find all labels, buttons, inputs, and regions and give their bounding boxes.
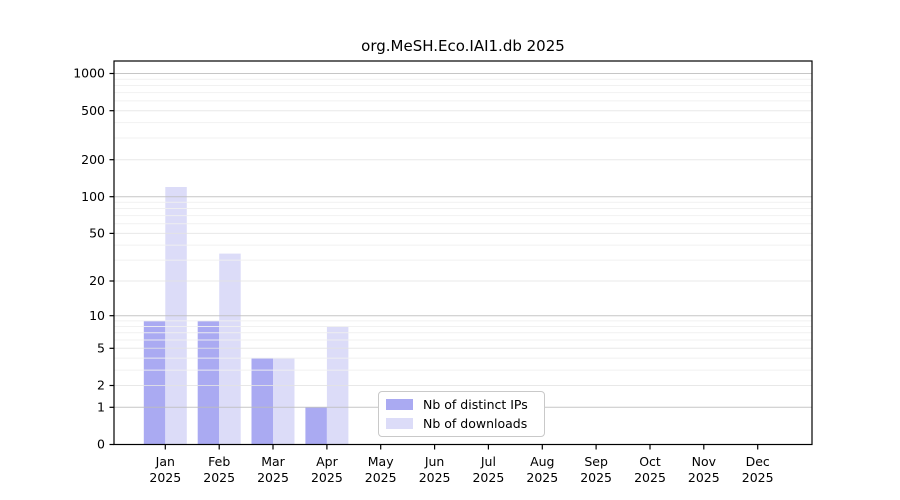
x-tick-label-month-jan: Jan [155,454,175,469]
x-tick-label-year-sep: 2025 [580,470,612,485]
legend-swatch-downloads-icon [386,418,413,429]
x-tick-label-year-may: 2025 [365,470,397,485]
bar-jan-distinct-ips [143,320,166,445]
axes-layer: 01251020501002005001000Jan2025Feb2025Mar… [73,60,813,485]
bar-feb-downloads [219,253,241,445]
x-tick-label-year-jan: 2025 [149,470,181,485]
legend-label-distinct-ips: Nb of distinct IPs [423,397,528,412]
x-tick-label-month-aug: Aug [530,454,554,469]
x-tick-label-month-jun: Jun [424,454,445,469]
x-tick-label-month-sep: Sep [584,454,608,469]
x-tick-label-year-dec: 2025 [742,470,774,485]
x-tick-label-month-jul: Jul [480,454,496,469]
y-tick-label-50: 50 [89,226,105,241]
x-tick-label-year-aug: 2025 [526,470,558,485]
x-tick-label-month-feb: Feb [208,454,230,469]
y-tick-label-200: 200 [81,152,105,167]
x-tick-label-year-apr: 2025 [311,470,343,485]
y-tick-label-2: 2 [97,378,105,393]
grid-layer [114,73,812,408]
legend-swatch-distinct-ips-icon [386,399,413,410]
x-tick-label-year-oct: 2025 [634,470,666,485]
chart-title: org.MeSH.Eco.IAI1.db 2025 [361,37,565,55]
legend-label-downloads: Nb of downloads [423,416,528,431]
x-tick-label-month-dec: Dec [746,454,770,469]
legend-item-distinct-ips: Nb of distinct IPs [386,397,544,412]
y-tick-label-0: 0 [97,437,105,452]
plot-border [113,60,813,446]
y-tick-label-20: 20 [89,273,105,288]
bar-apr-distinct-ips [305,407,327,445]
y-tick-label-1: 1 [97,400,105,415]
x-tick-label-year-jul: 2025 [472,470,504,485]
legend: Nb of distinct IPs Nb of downloads [378,391,545,437]
y-tick-label-5: 5 [97,341,105,356]
x-tick-label-year-nov: 2025 [688,470,720,485]
x-tick-label-year-mar: 2025 [257,470,289,485]
x-tick-label-year-feb: 2025 [203,470,235,485]
y-tick-label-100: 100 [81,189,105,204]
x-tick-label-month-mar: Mar [261,454,285,469]
x-tick-label-month-apr: Apr [316,454,338,469]
bar-mar-downloads [273,358,295,445]
y-tick-label-10: 10 [89,308,105,323]
y-tick-label-500: 500 [81,103,105,118]
y-tick-label-1000: 1000 [73,66,105,81]
bar-feb-distinct-ips [197,320,220,445]
legend-item-downloads: Nb of downloads [386,416,544,431]
x-tick-label-month-may: May [368,454,394,469]
x-tick-label-year-jun: 2025 [419,470,451,485]
bar-mar-distinct-ips [251,358,273,445]
x-tick-label-month-nov: Nov [692,454,717,469]
x-tick-label-month-oct: Oct [639,454,661,469]
